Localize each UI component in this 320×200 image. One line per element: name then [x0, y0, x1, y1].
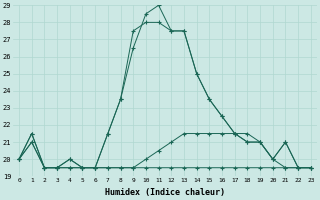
X-axis label: Humidex (Indice chaleur): Humidex (Indice chaleur) — [105, 188, 225, 197]
